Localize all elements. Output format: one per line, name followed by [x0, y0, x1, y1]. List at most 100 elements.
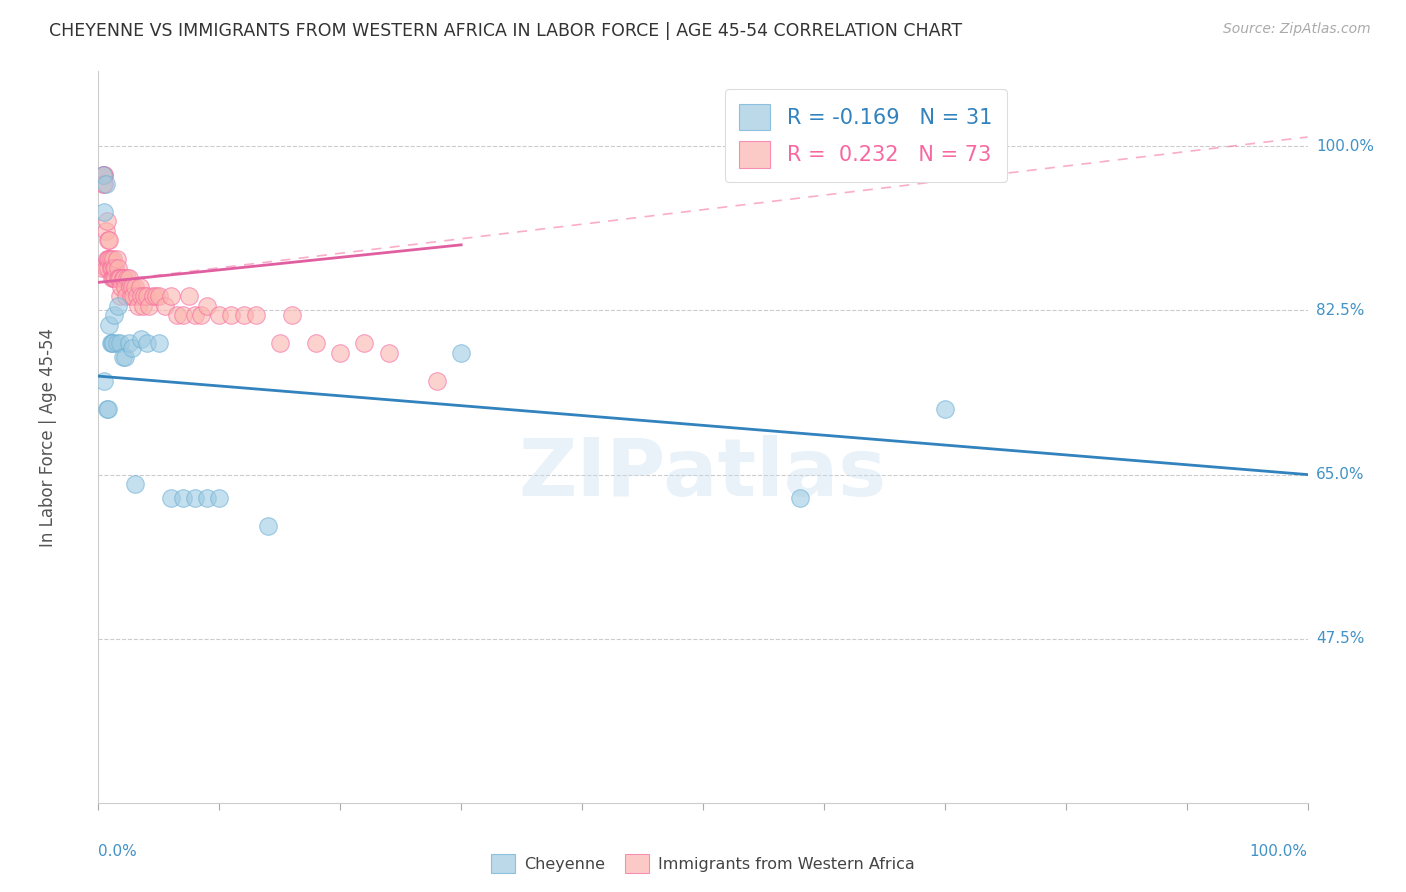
Point — [121, 280, 143, 294]
Point — [129, 332, 152, 346]
Point — [426, 374, 449, 388]
Point — [103, 261, 125, 276]
Point — [172, 308, 194, 322]
Point — [160, 491, 183, 505]
Point — [160, 289, 183, 303]
Point — [98, 252, 121, 266]
Text: CHEYENNE VS IMMIGRANTS FROM WESTERN AFRICA IN LABOR FORCE | AGE 45-54 CORRELATIO: CHEYENNE VS IMMIGRANTS FROM WESTERN AFRI… — [49, 22, 962, 40]
Point — [184, 308, 207, 322]
Point — [127, 299, 149, 313]
Point — [142, 289, 165, 303]
Point — [232, 308, 254, 322]
Point — [97, 401, 120, 416]
Point — [93, 177, 115, 191]
Point — [120, 289, 142, 303]
Point — [153, 299, 176, 313]
Point — [100, 252, 122, 266]
Point — [108, 289, 131, 303]
Point — [132, 299, 155, 313]
Point — [93, 168, 115, 182]
Point — [124, 477, 146, 491]
Point — [103, 270, 125, 285]
Point — [101, 252, 124, 266]
Point — [100, 261, 122, 276]
Point — [184, 491, 207, 505]
Point — [190, 308, 212, 322]
Point — [91, 261, 114, 276]
Point — [127, 289, 149, 303]
Point — [134, 289, 156, 303]
Point — [221, 308, 243, 322]
Point — [100, 336, 122, 351]
Point — [103, 308, 125, 322]
Point — [91, 168, 114, 182]
Point — [148, 289, 170, 303]
Point — [135, 336, 157, 351]
Point — [97, 261, 120, 276]
Point — [112, 270, 135, 285]
Point — [121, 341, 143, 355]
Point — [100, 336, 122, 351]
Point — [98, 233, 121, 247]
Text: 100.0%: 100.0% — [1316, 139, 1374, 154]
Point — [117, 270, 139, 285]
Point — [269, 336, 291, 351]
Point — [114, 280, 136, 294]
Point — [195, 491, 218, 505]
Point — [281, 308, 304, 322]
Point — [94, 177, 117, 191]
Legend: Cheyenne, Immigrants from Western Africa: Cheyenne, Immigrants from Western Africa — [485, 847, 921, 880]
Point — [96, 214, 118, 228]
Point — [256, 519, 278, 533]
Point — [96, 252, 118, 266]
Point — [195, 299, 218, 313]
Text: ZIPatlas: ZIPatlas — [519, 434, 887, 513]
Point — [305, 336, 328, 351]
Point — [128, 280, 150, 294]
Point — [91, 168, 114, 182]
Point — [208, 308, 231, 322]
Point — [789, 491, 811, 505]
Point — [97, 233, 120, 247]
Point — [114, 351, 136, 365]
Point — [115, 289, 138, 303]
Point — [104, 270, 127, 285]
Point — [450, 345, 472, 359]
Point — [105, 252, 128, 266]
Point — [100, 261, 122, 276]
Point — [110, 280, 132, 294]
Point — [245, 308, 267, 322]
Point — [329, 345, 352, 359]
Point — [166, 308, 188, 322]
Point — [145, 289, 167, 303]
Point — [124, 280, 146, 294]
Point — [107, 270, 129, 285]
Point — [377, 345, 399, 359]
Point — [107, 299, 129, 313]
Point — [118, 270, 141, 285]
Point — [172, 491, 194, 505]
Point — [93, 205, 115, 219]
Point — [93, 374, 115, 388]
Point — [93, 168, 115, 182]
Point — [353, 336, 375, 351]
Point — [118, 280, 141, 294]
Text: Source: ZipAtlas.com: Source: ZipAtlas.com — [1223, 22, 1371, 37]
Point — [91, 177, 114, 191]
Point — [100, 270, 122, 285]
Point — [148, 336, 170, 351]
Point — [97, 252, 120, 266]
Text: 82.5%: 82.5% — [1316, 303, 1364, 318]
Point — [105, 336, 128, 351]
Point — [108, 270, 131, 285]
Point — [98, 318, 121, 332]
Text: 100.0%: 100.0% — [1250, 845, 1308, 860]
Point — [108, 336, 131, 351]
Point — [94, 261, 117, 276]
Point — [96, 401, 118, 416]
Point — [94, 224, 117, 238]
Point — [179, 289, 201, 303]
Point — [107, 261, 129, 276]
Point — [104, 261, 127, 276]
Text: 0.0%: 0.0% — [98, 845, 138, 860]
